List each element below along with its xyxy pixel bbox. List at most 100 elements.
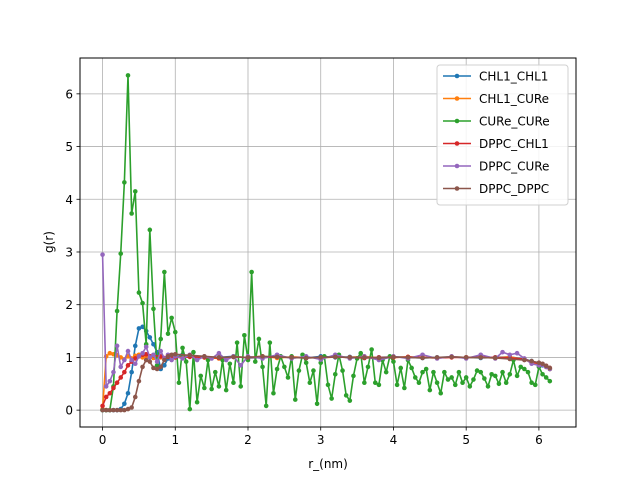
data-point	[231, 380, 236, 386]
data-point	[125, 406, 131, 412]
data-point	[162, 357, 167, 363]
data-point	[442, 369, 447, 375]
data-point	[463, 375, 469, 380]
data-point	[169, 357, 174, 363]
data-point	[252, 359, 258, 364]
plot-frame	[79, 57, 577, 428]
data-point	[172, 329, 178, 335]
data-point	[125, 348, 131, 354]
legend-swatch-marker	[454, 186, 460, 191]
data-point	[238, 363, 244, 368]
data-point	[165, 331, 171, 337]
data-point	[140, 350, 145, 356]
data-point	[372, 380, 378, 386]
data-point	[514, 373, 520, 379]
data-point	[543, 375, 549, 380]
axis-ticks: 0 1 2 3 4 5 6 0 1 2 3 4 5 6	[65, 87, 542, 447]
data-point	[540, 371, 545, 377]
legend-swatch-marker	[454, 163, 460, 169]
data-point	[409, 365, 414, 371]
data-point	[227, 361, 233, 367]
data-point	[122, 401, 127, 407]
x-tick-label: 6	[535, 433, 543, 447]
data-point	[103, 394, 109, 400]
x-tick-label: 3	[317, 433, 325, 447]
data-point	[169, 352, 174, 358]
data-point	[536, 360, 542, 365]
data-point	[347, 398, 353, 403]
data-point	[431, 369, 436, 375]
legend-item: CHL1_CURe	[443, 92, 549, 106]
data-point	[452, 382, 458, 388]
data-point	[202, 354, 207, 359]
data-point	[216, 350, 222, 356]
data-point	[271, 390, 276, 396]
data-point	[434, 355, 440, 360]
legend-swatch-marker	[454, 141, 460, 146]
data-point	[351, 373, 356, 379]
data-point	[540, 361, 545, 367]
data-point	[114, 407, 120, 413]
data-point	[216, 355, 222, 360]
data-point	[296, 368, 302, 373]
data-point	[343, 393, 349, 398]
legend-item: DPPC_CURe	[443, 160, 549, 174]
data-point	[187, 353, 193, 358]
data-point	[194, 399, 200, 405]
data-point	[129, 405, 134, 410]
legend-label: DPPC_CURe	[479, 160, 549, 174]
data-point	[318, 360, 324, 365]
y-tick-label: 0	[65, 404, 73, 418]
data-point	[260, 364, 265, 370]
data-point	[478, 355, 484, 360]
data-point	[285, 375, 291, 380]
data-point	[111, 407, 116, 413]
legend-label: CHL1_CHL1	[479, 70, 548, 84]
data-point	[176, 380, 182, 386]
data-point	[180, 345, 185, 351]
legend-item: CURe_CURe	[443, 115, 550, 129]
legend-swatch-marker	[454, 118, 460, 124]
data-point	[114, 343, 120, 349]
data-point	[449, 375, 454, 380]
data-point	[136, 378, 142, 384]
data-point	[125, 73, 131, 78]
data-point	[158, 364, 164, 370]
data-point	[194, 357, 200, 363]
data-point	[132, 361, 138, 367]
data-point	[180, 356, 185, 361]
data-point	[434, 380, 440, 386]
data-point	[263, 403, 269, 409]
y-tick-label: 4	[65, 193, 73, 207]
data-point	[245, 355, 251, 360]
data-point	[103, 407, 109, 413]
data-point	[332, 354, 338, 360]
data-point	[423, 366, 429, 372]
x-tick-label: 2	[244, 433, 252, 447]
data-point	[125, 363, 131, 368]
data-point	[118, 375, 124, 380]
legend-swatch-marker	[454, 96, 460, 101]
data-point	[143, 357, 149, 363]
data-point	[445, 377, 451, 382]
data-point	[147, 227, 153, 233]
data-point	[129, 357, 134, 363]
data-point	[267, 340, 273, 345]
data-point	[314, 401, 320, 407]
data-point	[238, 384, 244, 389]
data-point	[158, 336, 164, 342]
data-point	[118, 364, 124, 370]
data-point	[489, 371, 494, 377]
data-point	[460, 380, 465, 386]
legend-box	[436, 64, 569, 206]
y-axis-label: g(r)	[42, 231, 56, 253]
data-point	[125, 390, 131, 396]
x-tick-label: 4	[390, 433, 398, 447]
x-tick-label: 5	[462, 433, 470, 447]
data-point	[289, 355, 294, 360]
data-point	[212, 369, 218, 375]
data-point	[376, 355, 382, 361]
data-point	[158, 348, 164, 354]
data-point	[362, 355, 367, 360]
